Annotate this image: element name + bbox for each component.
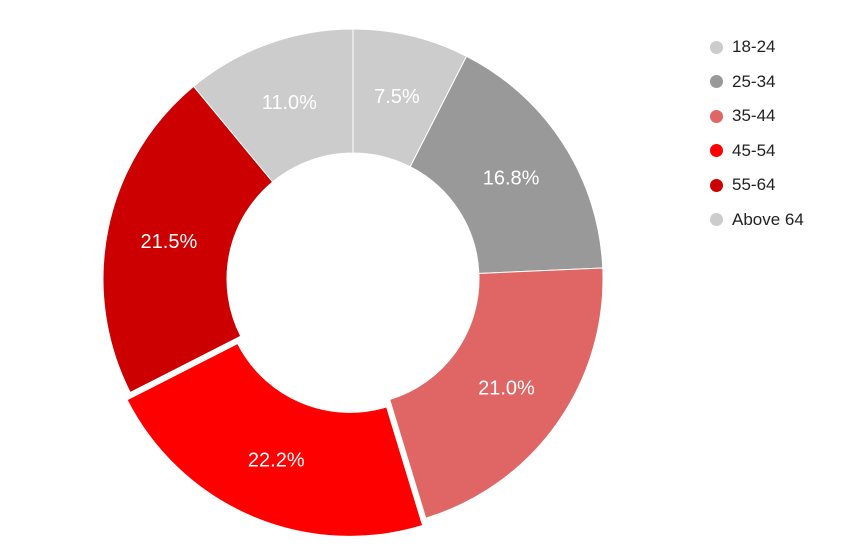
legend-item-55-64[interactable]: 55-64 — [710, 168, 804, 203]
legend-dot-icon — [710, 109, 723, 123]
slice-25-34[interactable] — [409, 55, 604, 274]
legend-item-35-44[interactable]: 35-44 — [710, 99, 804, 134]
legend-label: 35-44 — [732, 106, 776, 126]
slice-label: 7.5% — [374, 86, 420, 108]
legend-dot-icon — [710, 75, 723, 89]
slice-above-64[interactable] — [192, 28, 354, 183]
legend-item-18-24[interactable]: 18-24 — [710, 30, 804, 65]
legend-dot-icon — [710, 178, 723, 192]
legend: 18-24 25-34 35-44 45-54 55-64 Above 64 — [710, 30, 804, 237]
legend-label: 25-34 — [732, 71, 776, 91]
slice-55-64[interactable] — [102, 85, 274, 394]
legend-dot-icon — [710, 144, 723, 158]
legend-item-25-34[interactable]: 25-34 — [710, 65, 804, 100]
legend-dot-icon — [710, 213, 723, 227]
slice-35-44[interactable] — [389, 267, 604, 519]
legend-label: Above 64 — [732, 209, 804, 229]
legend-item-above-64[interactable]: Above 64 — [710, 203, 804, 238]
legend-item-45-54[interactable]: 45-54 — [710, 134, 804, 169]
slice-label: 21.5% — [141, 231, 198, 253]
slice-45-54[interactable] — [126, 342, 424, 537]
legend-dot-icon — [710, 40, 723, 54]
slice-label: 16.8% — [483, 167, 540, 189]
slice-label: 21.0% — [478, 378, 535, 400]
legend-label: 55-64 — [732, 175, 776, 195]
slice-label: 11.0% — [262, 92, 317, 114]
slice-label: 22.2% — [248, 449, 305, 471]
legend-label: 18-24 — [732, 37, 776, 57]
legend-label: 45-54 — [732, 140, 776, 160]
